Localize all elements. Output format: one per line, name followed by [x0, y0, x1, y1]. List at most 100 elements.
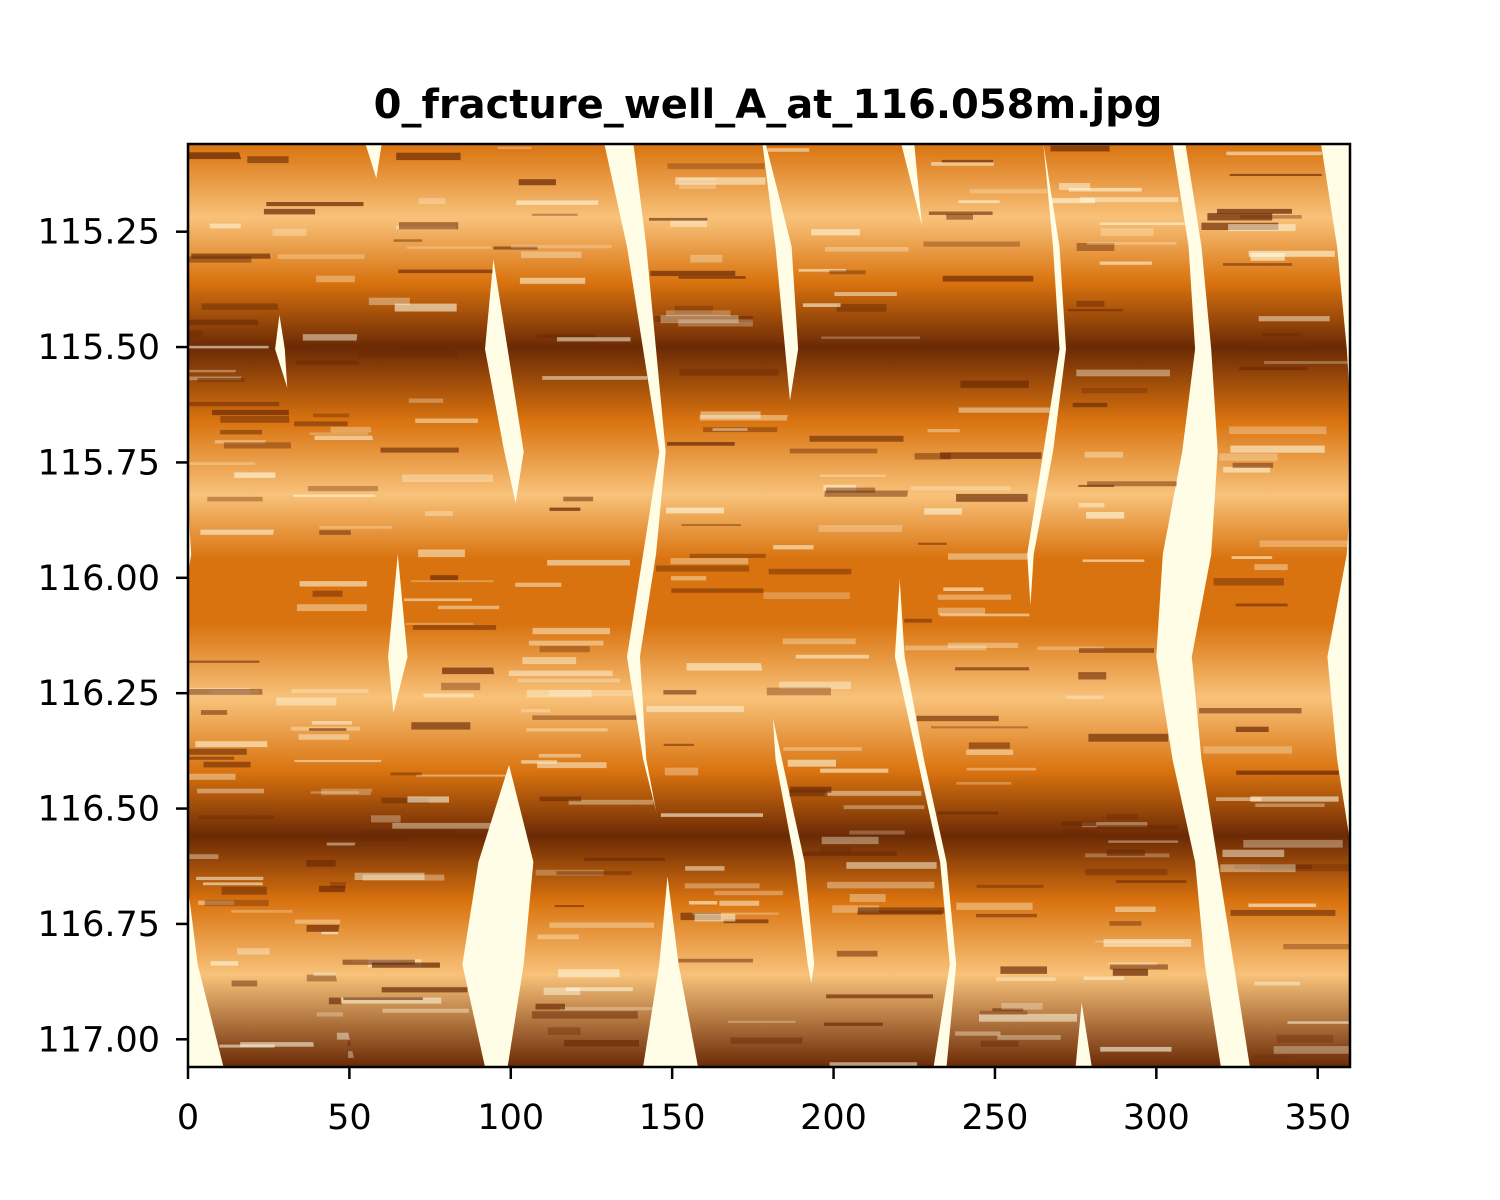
texture-streak: [943, 587, 984, 591]
texture-streak: [818, 525, 906, 532]
texture-streak: [526, 728, 608, 732]
texture-streak: [1273, 1046, 1350, 1054]
texture-streak: [197, 788, 265, 794]
texture-streak: [220, 416, 297, 423]
texture-streak: [307, 486, 378, 492]
texture-streak: [1216, 797, 1262, 801]
texture-streak: [980, 1040, 1019, 1047]
texture-streak: [955, 1031, 1001, 1036]
texture-streak: [1061, 821, 1097, 826]
texture-streak: [664, 767, 699, 776]
x-tick-label: 350: [1284, 1098, 1351, 1138]
texture-streak: [1086, 242, 1177, 245]
texture-streak: [392, 822, 491, 829]
texture-streak: [418, 198, 446, 205]
texture-streak: [1106, 814, 1139, 820]
pad-7-texture: [904, 159, 1077, 1047]
texture-streak: [543, 987, 581, 995]
texture-streak: [195, 741, 270, 748]
texture-streak: [649, 217, 708, 221]
texture-streak: [1234, 864, 1312, 869]
texture-streak: [663, 743, 694, 746]
axes: 0 50 100 150 200 250 300 350 115.25 115.50 115.75 1…: [38, 142, 1352, 1138]
x-tick-label: 100: [477, 1098, 544, 1138]
texture-streak: [272, 228, 307, 236]
texture-streak: [826, 487, 876, 493]
texture-streak: [1258, 316, 1330, 322]
texture-streak: [931, 162, 994, 166]
texture-streak: [276, 697, 337, 706]
texture-streak: [1239, 215, 1302, 219]
texture-streak: [314, 435, 403, 440]
texture-streak: [1100, 1046, 1172, 1052]
texture-streak: [931, 726, 1029, 729]
texture-streak: [1264, 361, 1348, 364]
texture-streak: [299, 581, 367, 587]
texture-streak: [406, 246, 495, 249]
texture-streak: [342, 959, 415, 965]
texture-streak: [719, 900, 760, 906]
texture-streak: [914, 453, 951, 460]
texture-streak: [937, 607, 986, 615]
texture-streak: [1255, 803, 1325, 807]
texture-streak: [979, 1013, 1077, 1022]
texture-streak: [1084, 451, 1123, 458]
texture-streak: [343, 997, 423, 1000]
texture-streak: [1217, 208, 1292, 214]
texture-streak: [1066, 695, 1104, 699]
texture-streak: [679, 183, 717, 189]
texture-streak: [394, 303, 457, 312]
texture-streak: [823, 484, 857, 493]
texture-streak: [528, 640, 604, 646]
texture-streak: [686, 663, 770, 671]
texture-streak: [1109, 921, 1142, 926]
texture-streak: [674, 305, 714, 314]
texture-streak: [308, 344, 353, 347]
texture-streak: [790, 786, 832, 793]
texture-streak: [836, 304, 887, 312]
texture-streak: [1229, 426, 1327, 435]
texture-streak: [956, 782, 1012, 785]
texture-streak: [670, 576, 707, 581]
texture-streak: [418, 549, 465, 558]
texture-streak: [1236, 770, 1339, 775]
texture-streak: [1223, 263, 1293, 266]
texture-streak: [1072, 402, 1108, 408]
texture-streak: [996, 977, 1056, 981]
texture-streak: [531, 213, 578, 216]
texture-streak: [531, 1011, 638, 1019]
texture-streak: [411, 722, 471, 730]
texture-streak: [787, 759, 836, 767]
texture-streak: [309, 432, 369, 435]
texture-streak: [1078, 502, 1105, 508]
texture-streak: [547, 1027, 581, 1035]
x-tick-label: 200: [800, 1098, 867, 1138]
texture-streak: [811, 229, 860, 236]
texture-streak: [1115, 880, 1187, 883]
texture-streak: [231, 980, 258, 987]
texture-streak: [766, 687, 831, 696]
texture-streak: [371, 962, 440, 968]
texture-streak: [821, 836, 879, 845]
texture-streak: [670, 219, 708, 228]
texture-streak: [240, 1042, 321, 1047]
texture-streak: [824, 490, 912, 497]
texture-streak: [214, 440, 266, 444]
texture-streak: [1207, 213, 1273, 221]
chart-title: 0_fracture_well_A_at_116.058m.jpg: [374, 82, 1163, 128]
image-layer: [188, 144, 1350, 1067]
texture-streak: [1081, 822, 1148, 828]
texture-streak: [1082, 559, 1145, 562]
texture-streak: [1068, 187, 1142, 192]
texture-streak: [371, 815, 401, 823]
texture-streak: [437, 605, 506, 610]
texture-streak: [191, 253, 288, 259]
texture-streak: [1076, 243, 1115, 251]
texture-streak: [316, 1012, 343, 1017]
texture-streak: [1220, 864, 1296, 873]
texture-streak: [521, 760, 558, 764]
texture-streak: [201, 710, 228, 715]
texture-streak: [408, 398, 444, 403]
texture-streak: [539, 646, 590, 653]
texture-streak: [730, 1037, 822, 1044]
